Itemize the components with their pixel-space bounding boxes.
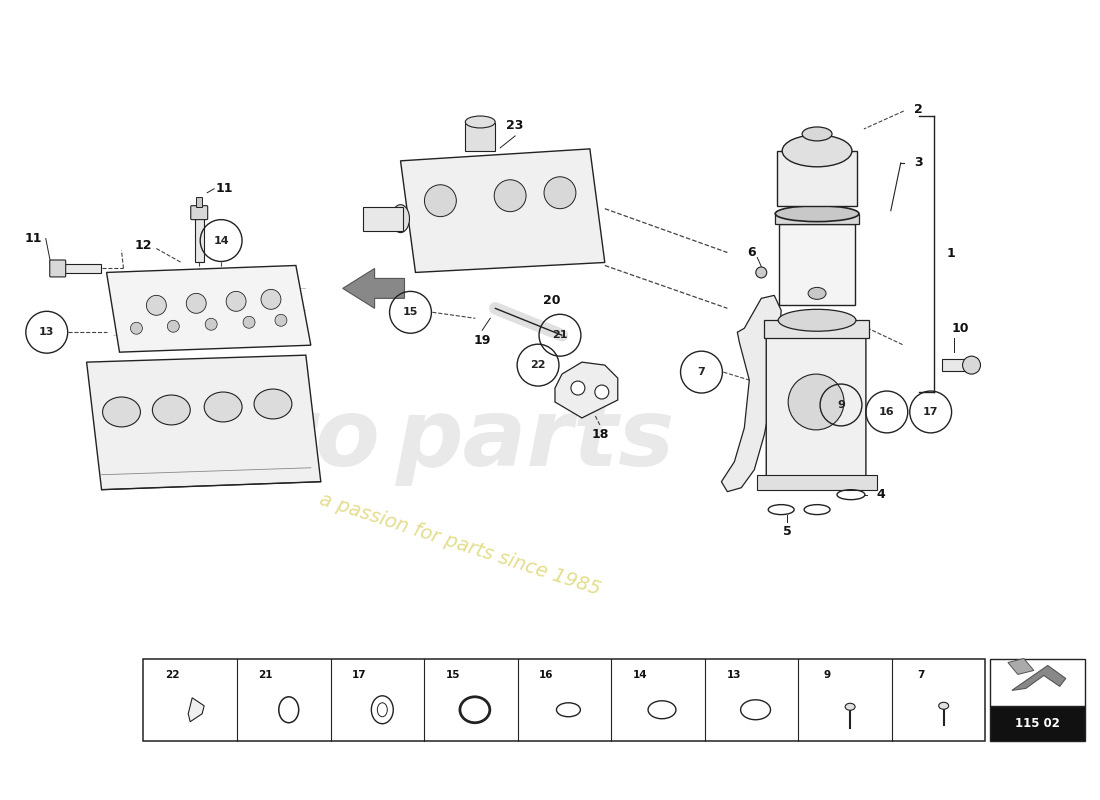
Text: 21: 21 [258, 670, 273, 681]
Bar [778, 151, 857, 206]
Circle shape [544, 177, 576, 209]
Bar [363, 206, 403, 230]
Text: 22: 22 [530, 360, 546, 370]
Circle shape [425, 185, 456, 217]
Bar [776, 214, 859, 224]
Circle shape [243, 316, 255, 328]
FancyBboxPatch shape [767, 322, 866, 482]
Text: 13: 13 [40, 327, 54, 338]
Ellipse shape [776, 206, 859, 222]
Text: 17: 17 [352, 670, 366, 681]
Text: 14: 14 [213, 235, 229, 246]
Circle shape [146, 295, 166, 315]
Circle shape [206, 318, 217, 330]
Text: 22: 22 [165, 670, 179, 681]
Circle shape [756, 267, 767, 278]
Polygon shape [400, 149, 605, 273]
Bar [195, 218, 204, 262]
Ellipse shape [782, 135, 851, 167]
Text: 18: 18 [591, 428, 608, 442]
Circle shape [571, 381, 585, 395]
Text: 16: 16 [539, 670, 553, 681]
Bar [465, 123, 495, 151]
Circle shape [186, 294, 206, 314]
Text: 15: 15 [446, 670, 460, 681]
Ellipse shape [938, 702, 948, 710]
Ellipse shape [254, 389, 292, 419]
Polygon shape [1012, 666, 1066, 690]
Ellipse shape [102, 397, 141, 427]
Circle shape [962, 356, 980, 374]
Text: 1: 1 [946, 247, 955, 260]
Bar [757, 474, 877, 490]
Text: 19: 19 [473, 334, 491, 346]
Text: 16: 16 [879, 407, 894, 417]
Text: 6: 6 [747, 246, 756, 259]
Text: 21: 21 [552, 330, 568, 340]
Polygon shape [87, 355, 321, 490]
Text: 11: 11 [25, 232, 43, 245]
Text: 15: 15 [403, 307, 418, 318]
Text: 5: 5 [783, 525, 792, 538]
Polygon shape [343, 269, 405, 308]
Circle shape [131, 322, 142, 334]
Text: 7: 7 [697, 367, 705, 377]
Bar [764, 320, 869, 338]
Bar [196, 197, 202, 206]
Ellipse shape [845, 703, 855, 710]
Text: 23: 23 [506, 119, 524, 133]
Circle shape [261, 290, 280, 310]
Polygon shape [556, 362, 618, 418]
Circle shape [275, 314, 287, 326]
Polygon shape [107, 266, 311, 352]
Bar [779, 224, 855, 306]
Text: 14: 14 [632, 670, 648, 681]
Text: 20: 20 [543, 294, 561, 307]
Text: 115 02: 115 02 [1015, 717, 1060, 730]
FancyBboxPatch shape [190, 206, 208, 220]
Circle shape [595, 385, 608, 399]
Bar [990, 706, 1085, 741]
Ellipse shape [808, 287, 826, 299]
Circle shape [789, 374, 844, 430]
Text: 10: 10 [952, 322, 969, 334]
Text: a passion for parts since 1985: a passion for parts since 1985 [317, 490, 603, 599]
Polygon shape [1008, 658, 1034, 674]
Text: 12: 12 [134, 239, 152, 252]
Circle shape [227, 291, 246, 311]
Text: 4: 4 [877, 488, 886, 501]
Text: 13: 13 [726, 670, 741, 681]
Bar [63, 264, 100, 273]
Text: parts: parts [396, 394, 675, 486]
Polygon shape [722, 295, 781, 492]
Text: 9: 9 [837, 400, 845, 410]
Ellipse shape [153, 395, 190, 425]
Bar [143, 659, 986, 741]
Circle shape [167, 320, 179, 332]
FancyBboxPatch shape [50, 260, 66, 277]
Ellipse shape [778, 310, 856, 331]
Ellipse shape [205, 392, 242, 422]
Bar [990, 659, 1085, 706]
Text: 2: 2 [914, 102, 923, 115]
Ellipse shape [802, 127, 832, 141]
Text: 3: 3 [914, 156, 923, 170]
Text: 11: 11 [216, 182, 233, 195]
Text: 7: 7 [917, 670, 924, 681]
Ellipse shape [392, 205, 409, 233]
Ellipse shape [465, 116, 495, 128]
Polygon shape [188, 698, 205, 722]
Text: euro: euro [138, 394, 381, 486]
Text: 9: 9 [824, 670, 830, 681]
Circle shape [494, 180, 526, 212]
Bar [942, 359, 969, 371]
Text: 17: 17 [923, 407, 938, 417]
